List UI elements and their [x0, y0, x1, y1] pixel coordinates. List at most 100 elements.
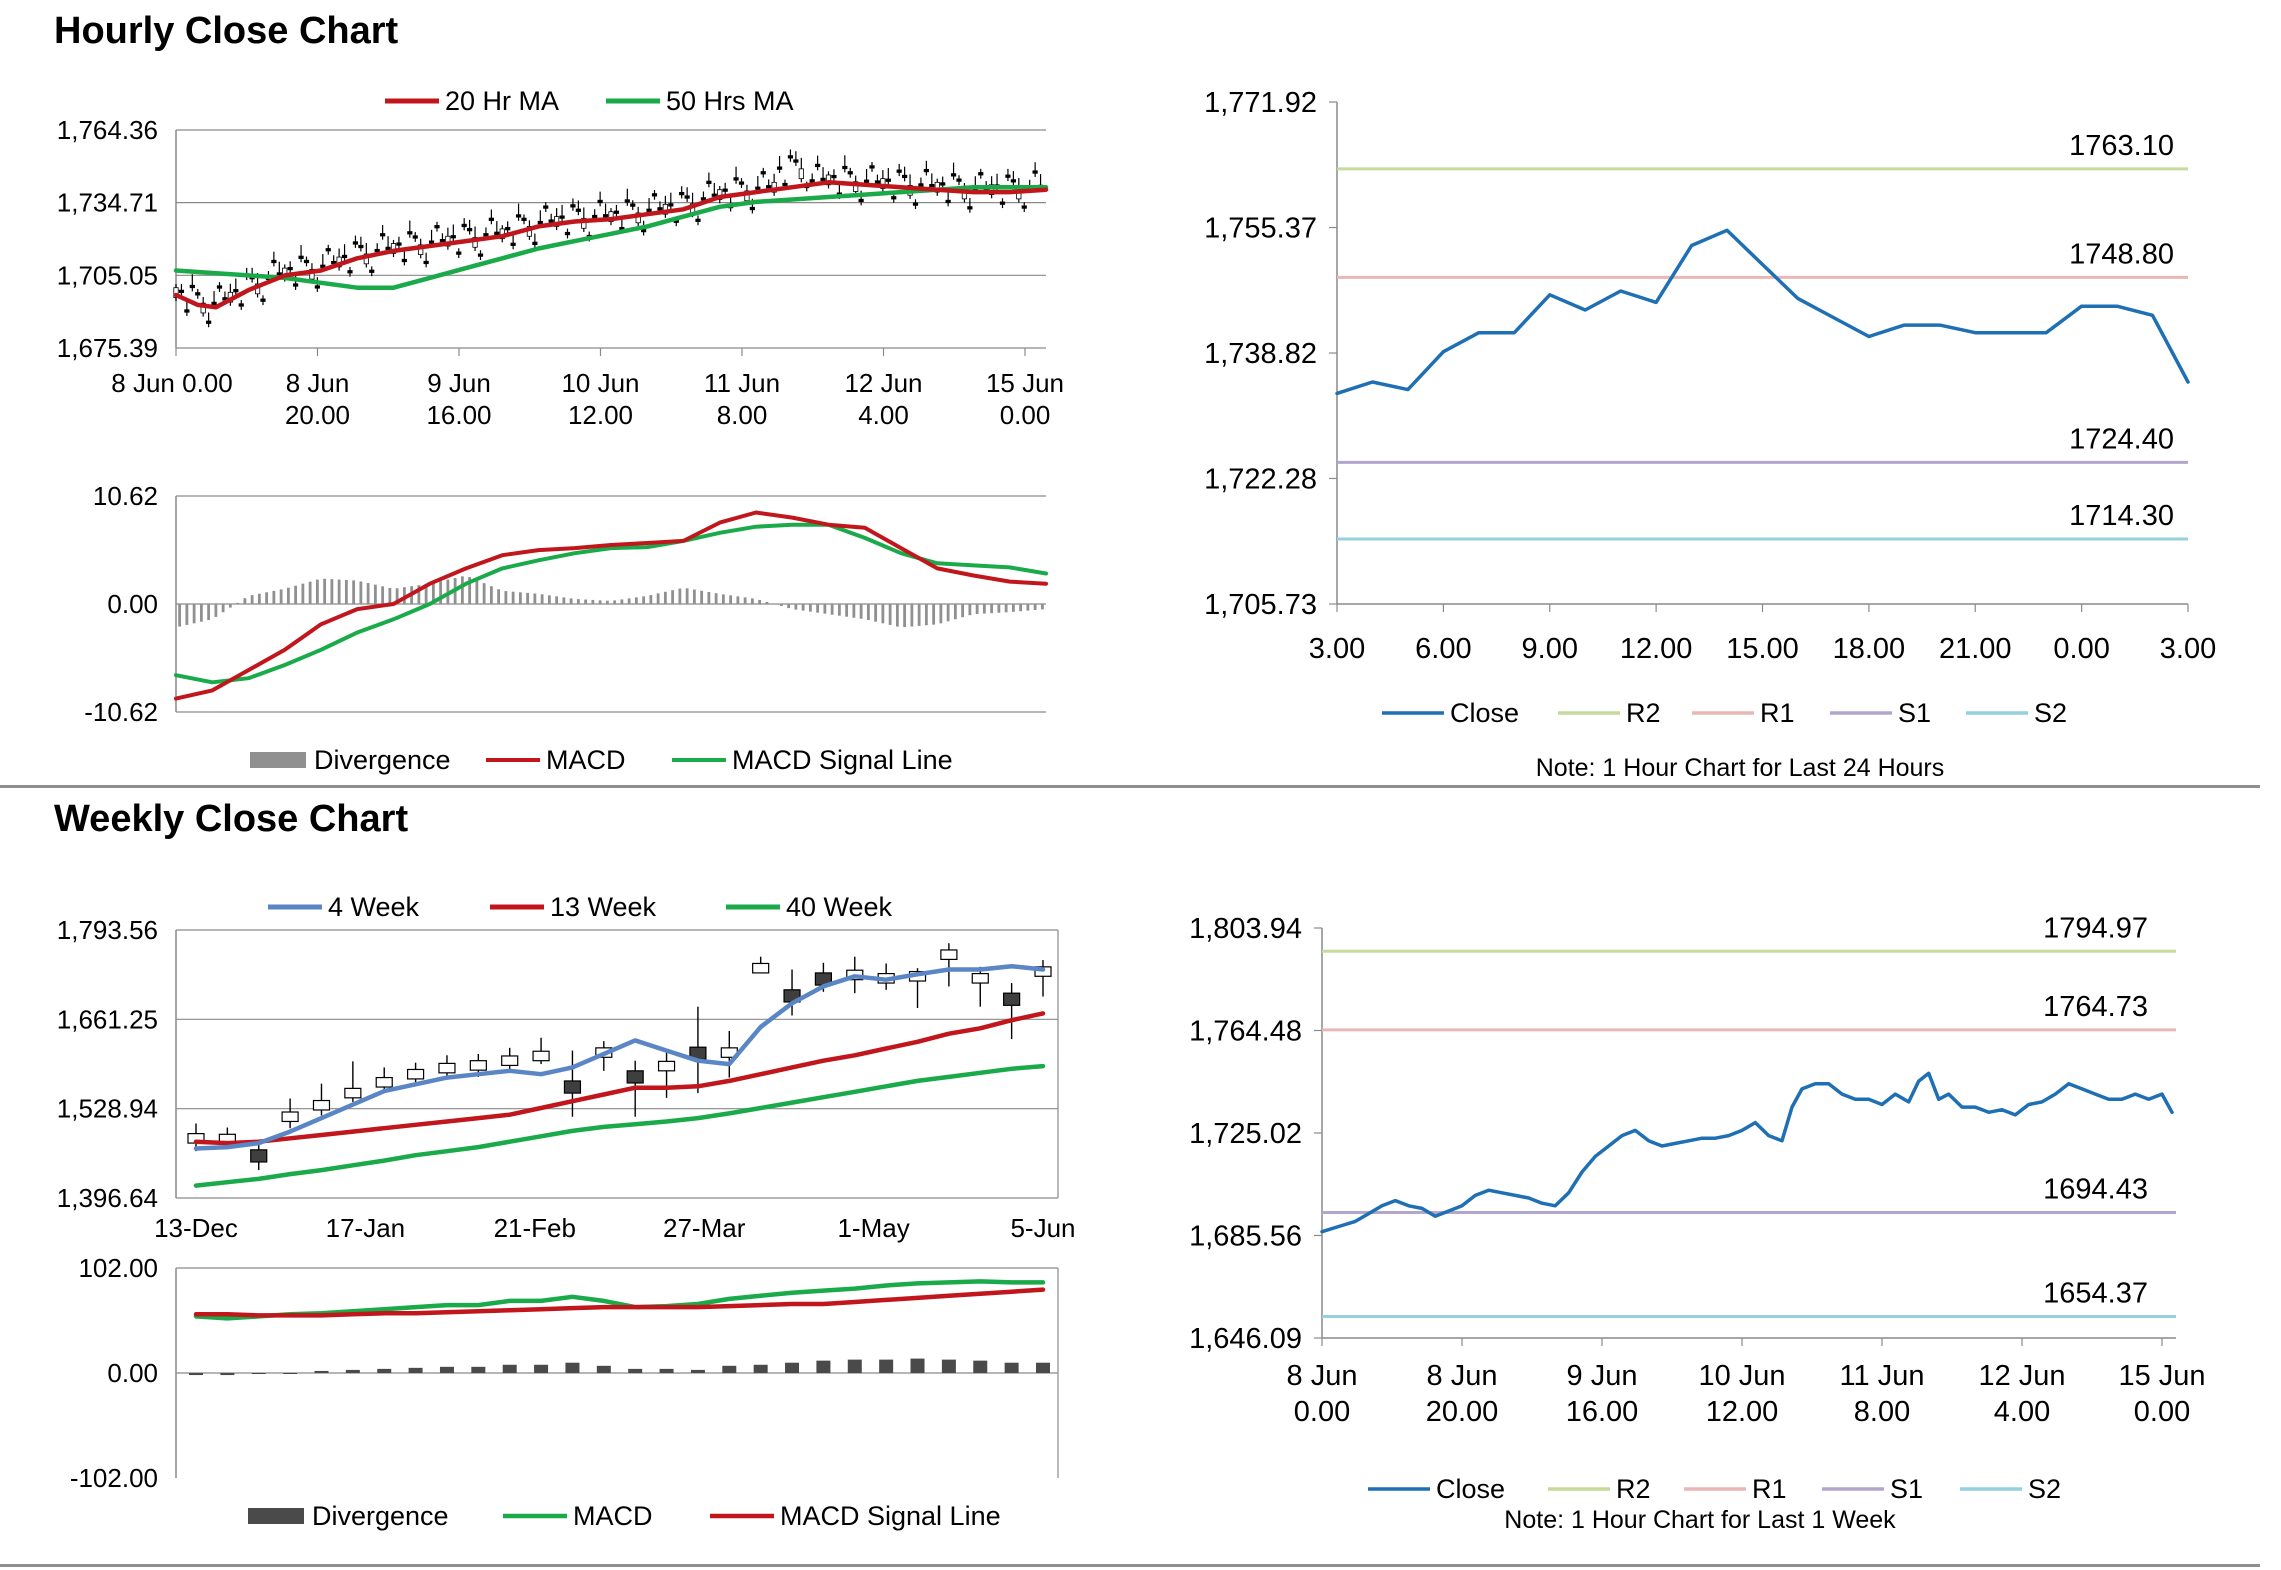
- weekly-macd-line: [193, 1279, 1046, 1321]
- hourly-candle-body: [657, 207, 663, 211]
- hourly-candle-body: [206, 320, 212, 324]
- hourly-price-ytick: 1,764.36: [57, 115, 158, 145]
- hourly-divergence-bar: [598, 600, 602, 604]
- hourly-divergence-bar: [874, 604, 878, 622]
- weekly-divergence-bar: [910, 1358, 925, 1373]
- close24-note: Note: 1 Hour Chart for Last 24 Hours: [1536, 754, 1945, 782]
- weekly-price-xtick: 1-May: [837, 1213, 909, 1243]
- weekly-price-xtick: 17-Jan: [326, 1213, 406, 1243]
- close1w-level-label-r2: 1794.97: [2043, 912, 2148, 944]
- hourly-divergence-bar: [250, 595, 254, 604]
- weekly-price-xtick: 21-Feb: [494, 1213, 576, 1243]
- hourly-candle-body: [651, 193, 658, 197]
- hourly-price-xtick-sub: 20.00: [285, 400, 350, 430]
- hourly-candle-body: [548, 219, 554, 223]
- close24-ytick: 1,722.28: [1204, 463, 1317, 495]
- hourly-candle-body: [999, 201, 1006, 205]
- close1w-xtick: 11 Jun: [1840, 1360, 1925, 1392]
- weekly-divergence-bar: [753, 1364, 768, 1373]
- hourly-divergence-bar: [431, 582, 435, 604]
- hourly-candle-body: [456, 251, 462, 255]
- hourly-divergence-bar: [576, 599, 580, 604]
- hourly-divergence-bar: [779, 604, 783, 607]
- hourly-candle-body: [902, 174, 908, 179]
- close1w-xtick-sub: 0.00: [1294, 1396, 1350, 1428]
- hourly-candle-body: [494, 231, 500, 235]
- hourly-candle-body: [483, 233, 489, 237]
- hourly-candle-body: [885, 178, 891, 182]
- close1w-level-label-s1: 1694.43: [2043, 1173, 2148, 1205]
- hourly-divergence-bar: [373, 584, 377, 604]
- hourly-divergence-bar: [932, 604, 936, 625]
- weekly-divergence-bar: [251, 1373, 266, 1375]
- close24-xtick: 18.00: [1833, 633, 1906, 665]
- hourly-candle-body: [412, 235, 418, 239]
- hourly-candle-body: [293, 283, 299, 287]
- hourly-price-xtick-sub: 0.00: [1000, 400, 1051, 430]
- close24-ytick: 1,705.73: [1204, 589, 1317, 621]
- hourly-candle-body: [570, 204, 576, 208]
- hourly-candle-body: [385, 246, 391, 250]
- hourly-candle-body: [684, 195, 690, 199]
- close1w-legend-r1-label: R1: [1752, 1474, 1787, 1504]
- hourly-divergence-bar: [910, 604, 914, 627]
- weekly-candle-body: [250, 1149, 268, 1163]
- weekly-divergence-bar: [879, 1359, 894, 1373]
- close24-ytick: 1,755.37: [1204, 213, 1317, 245]
- hourly-divergence-bar: [439, 581, 443, 604]
- hourly-candle-body: [787, 155, 794, 159]
- hourly-candle-body: [564, 231, 571, 236]
- hourly-divergence-bar: [315, 579, 319, 604]
- hourly-candle-body: [532, 241, 538, 245]
- hourly-candle-body: [842, 165, 848, 170]
- hourly-candle-body: [978, 172, 984, 176]
- hourly-section-title: Hourly Close Chart: [54, 10, 399, 52]
- hourly-legend-divergence-label: Divergence: [314, 745, 451, 775]
- hourly-legend-ma50-label: 50 Hrs MA: [666, 86, 794, 116]
- close24-level-label-s1: 1724.40: [2069, 423, 2174, 455]
- hourly-divergence-bar: [540, 594, 544, 604]
- hourly-candle-body: [597, 199, 603, 204]
- hourly-price-ytick: 1,675.39: [57, 333, 158, 363]
- weekly-macd-ytick: 0.00: [107, 1358, 158, 1388]
- hourly-divergence-bar: [272, 590, 276, 604]
- close24-xtick: 3.00: [1309, 633, 1365, 665]
- hourly-divergence-bar: [634, 597, 638, 604]
- close1w-ytick: 1,646.09: [1189, 1323, 1302, 1355]
- hourly-candle-body: [929, 184, 935, 188]
- weekly-candle-body: [940, 949, 958, 961]
- hourly-divergence-bar: [895, 604, 899, 627]
- hourly-divergence-bar: [497, 589, 501, 604]
- hourly-divergence-bar: [692, 589, 696, 604]
- hourly-candle-body: [358, 244, 364, 249]
- hourly-divergence-bar: [294, 585, 298, 604]
- hourly-divergence-bar: [997, 604, 1001, 613]
- hourly-divergence-bar: [700, 590, 704, 604]
- hourly-divergence-bar: [562, 597, 566, 604]
- close1w-xtick: 10 Jun: [1698, 1360, 1785, 1392]
- hourly-candle-body: [945, 199, 951, 204]
- close1w-xtick-sub: 0.00: [2134, 1396, 2190, 1428]
- hourly-candle-body: [679, 191, 685, 196]
- weekly-candle-body: [281, 1111, 299, 1123]
- hourly-price-xtick: 11 Jun: [704, 368, 780, 398]
- close24-legend-r1-label: R1: [1760, 698, 1795, 728]
- hourly-candle-body: [575, 208, 581, 212]
- hourly-divergence-bar: [801, 604, 805, 611]
- hourly-candle-body: [738, 181, 745, 185]
- hourly-price-xtick-sub: 16.00: [426, 400, 491, 430]
- hourly-candle-body: [630, 203, 636, 207]
- hourly-divergence-bar: [584, 599, 588, 604]
- weekly-legend-divergence-swatch: [248, 1508, 304, 1524]
- hourly-divergence-bar: [656, 593, 660, 604]
- hourly-candle-body: [233, 289, 239, 293]
- close1w-xtick: 8 Jun: [1287, 1360, 1358, 1392]
- hourly-candle-body: [184, 309, 190, 313]
- hourly-candle-body: [374, 248, 380, 253]
- hourly-candle-body: [798, 168, 804, 180]
- hourly-divergence-bar: [678, 588, 682, 604]
- hourly-divergence-bar: [308, 581, 312, 604]
- weekly-4w-line: [193, 963, 1046, 1151]
- hourly-price-ytick: 1,734.71: [57, 188, 158, 218]
- hourly-divergence-bar: [228, 604, 232, 608]
